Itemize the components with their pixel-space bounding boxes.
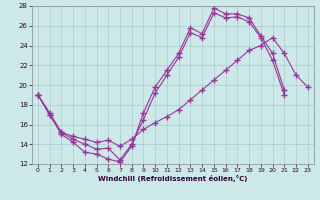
X-axis label: Windchill (Refroidissement éolien,°C): Windchill (Refroidissement éolien,°C)	[98, 175, 247, 182]
